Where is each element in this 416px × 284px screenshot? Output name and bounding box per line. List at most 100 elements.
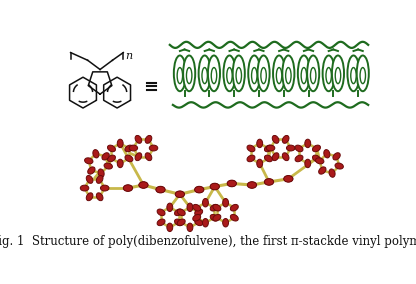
Ellipse shape: [117, 159, 123, 168]
Ellipse shape: [332, 55, 344, 91]
Ellipse shape: [177, 219, 185, 226]
Ellipse shape: [135, 153, 142, 161]
Ellipse shape: [252, 68, 257, 83]
Ellipse shape: [223, 55, 235, 91]
Ellipse shape: [139, 182, 148, 188]
Ellipse shape: [265, 145, 272, 152]
Ellipse shape: [230, 204, 238, 211]
Ellipse shape: [84, 158, 93, 164]
Ellipse shape: [213, 214, 221, 221]
Ellipse shape: [167, 203, 173, 212]
Ellipse shape: [195, 187, 203, 193]
Ellipse shape: [177, 209, 185, 216]
Ellipse shape: [272, 135, 279, 143]
Ellipse shape: [284, 176, 293, 182]
Ellipse shape: [228, 181, 236, 186]
Ellipse shape: [347, 55, 359, 91]
Ellipse shape: [312, 155, 320, 162]
Ellipse shape: [104, 163, 112, 169]
Ellipse shape: [287, 145, 295, 151]
Ellipse shape: [135, 135, 142, 143]
Ellipse shape: [326, 68, 332, 83]
Ellipse shape: [282, 153, 289, 161]
Ellipse shape: [264, 179, 274, 185]
Ellipse shape: [213, 204, 221, 211]
Ellipse shape: [319, 167, 326, 174]
Ellipse shape: [117, 139, 123, 148]
Ellipse shape: [187, 223, 193, 231]
Ellipse shape: [257, 159, 262, 168]
Ellipse shape: [86, 193, 93, 201]
Ellipse shape: [183, 55, 195, 91]
Ellipse shape: [149, 145, 158, 151]
Ellipse shape: [276, 68, 282, 83]
Ellipse shape: [301, 68, 307, 83]
Ellipse shape: [193, 214, 201, 221]
Ellipse shape: [286, 68, 291, 83]
Ellipse shape: [156, 186, 165, 193]
Ellipse shape: [305, 159, 311, 168]
Ellipse shape: [97, 176, 103, 183]
Ellipse shape: [202, 68, 208, 83]
Ellipse shape: [265, 179, 273, 185]
Ellipse shape: [80, 185, 89, 191]
Ellipse shape: [223, 218, 228, 227]
Ellipse shape: [223, 199, 228, 207]
Ellipse shape: [333, 153, 340, 160]
Ellipse shape: [323, 55, 335, 91]
Ellipse shape: [295, 155, 303, 162]
Ellipse shape: [98, 169, 104, 177]
Ellipse shape: [186, 68, 192, 83]
Ellipse shape: [125, 145, 133, 152]
Ellipse shape: [195, 219, 203, 226]
Ellipse shape: [282, 55, 295, 91]
Ellipse shape: [210, 204, 218, 211]
Ellipse shape: [203, 218, 208, 227]
Ellipse shape: [248, 182, 256, 188]
Ellipse shape: [157, 209, 165, 216]
Ellipse shape: [195, 209, 203, 216]
Ellipse shape: [123, 185, 133, 191]
Ellipse shape: [198, 55, 211, 91]
Ellipse shape: [230, 214, 238, 221]
Ellipse shape: [156, 187, 165, 193]
Ellipse shape: [305, 139, 311, 148]
Ellipse shape: [273, 55, 285, 91]
Ellipse shape: [174, 55, 186, 91]
Ellipse shape: [227, 68, 232, 83]
Ellipse shape: [176, 191, 184, 197]
Ellipse shape: [129, 145, 138, 151]
Ellipse shape: [351, 68, 356, 83]
Ellipse shape: [124, 185, 132, 191]
Ellipse shape: [360, 68, 366, 83]
Ellipse shape: [208, 55, 220, 91]
Ellipse shape: [107, 145, 116, 152]
Ellipse shape: [167, 223, 173, 231]
Ellipse shape: [107, 155, 116, 162]
Ellipse shape: [145, 135, 152, 143]
Text: Fig. 1  Structure of poly(dibenzofulvene), the first π-stackde vinyl polymer.: Fig. 1 Structure of poly(dibenzofulvene)…: [0, 235, 416, 248]
Ellipse shape: [247, 182, 257, 188]
Ellipse shape: [175, 191, 185, 198]
Ellipse shape: [233, 55, 245, 91]
Ellipse shape: [324, 150, 330, 158]
Ellipse shape: [335, 163, 343, 169]
Ellipse shape: [210, 183, 219, 190]
Ellipse shape: [97, 193, 103, 201]
Ellipse shape: [187, 203, 193, 212]
Ellipse shape: [88, 167, 95, 174]
Ellipse shape: [125, 155, 133, 162]
Ellipse shape: [157, 219, 165, 226]
Ellipse shape: [329, 169, 335, 177]
Ellipse shape: [175, 219, 183, 226]
Ellipse shape: [257, 139, 262, 148]
Ellipse shape: [210, 184, 219, 189]
Ellipse shape: [100, 185, 109, 191]
Ellipse shape: [282, 135, 289, 143]
Text: n: n: [125, 51, 132, 61]
Ellipse shape: [247, 145, 255, 152]
Ellipse shape: [195, 186, 204, 193]
Ellipse shape: [295, 145, 303, 152]
Ellipse shape: [272, 153, 279, 161]
Ellipse shape: [266, 145, 275, 151]
